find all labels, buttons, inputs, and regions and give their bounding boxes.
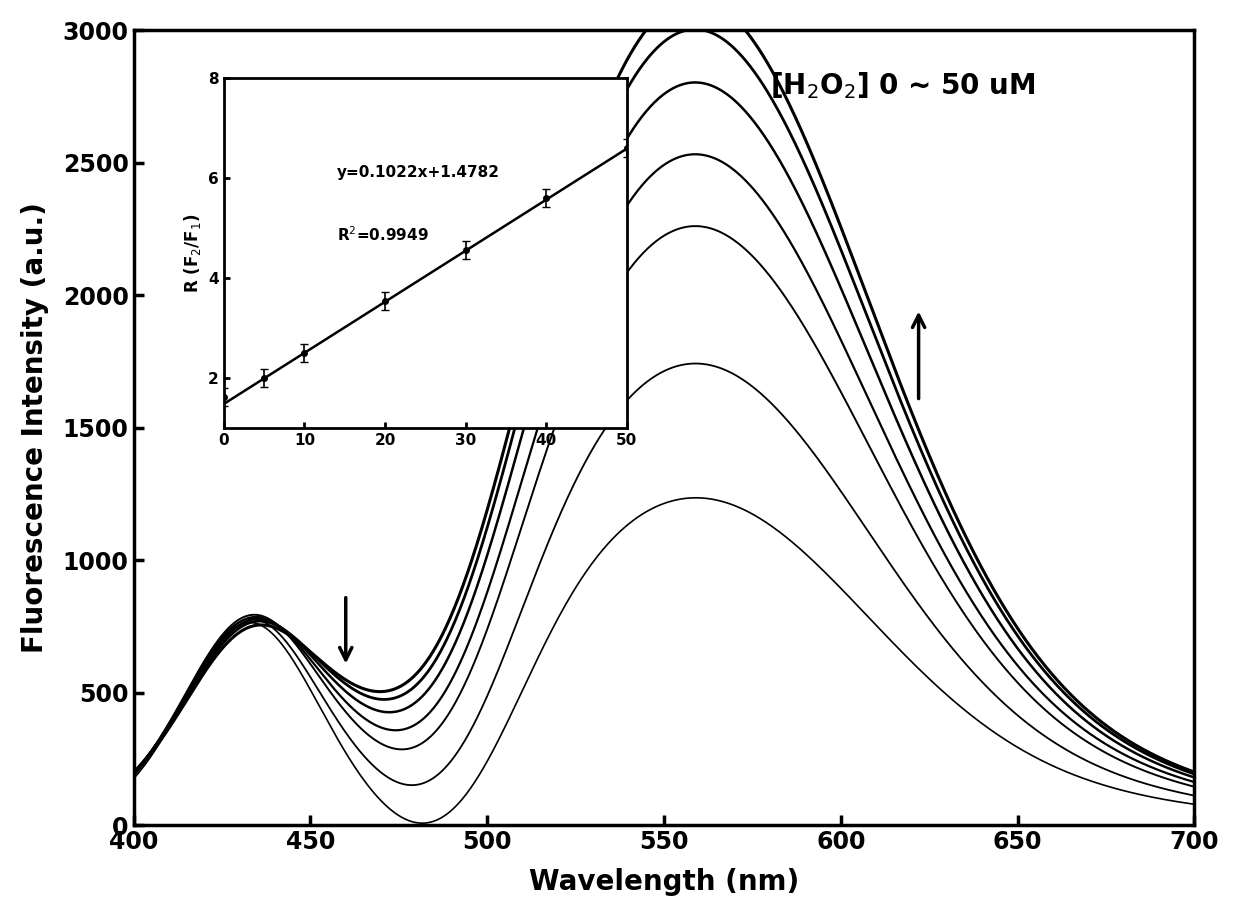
X-axis label: Wavelength (nm): Wavelength (nm) — [529, 868, 799, 896]
Y-axis label: Fluorescence Intensity (a.u.): Fluorescence Intensity (a.u.) — [21, 203, 48, 653]
Text: [H$_2$O$_2$] 0 ~ 50 uM: [H$_2$O$_2$] 0 ~ 50 uM — [770, 70, 1035, 101]
